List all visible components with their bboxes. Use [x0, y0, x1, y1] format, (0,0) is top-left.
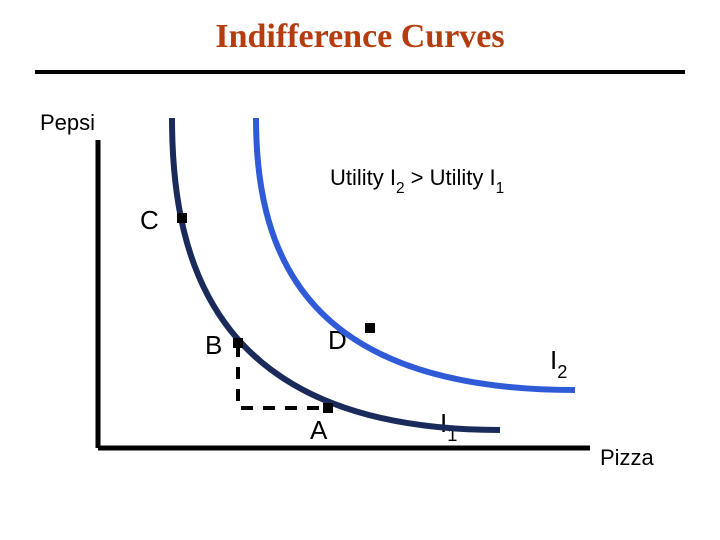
chart-canvas [0, 0, 720, 540]
point-d [365, 323, 375, 333]
point-c [177, 213, 187, 223]
point-b [233, 338, 243, 348]
point-a [323, 403, 333, 413]
curve-i1 [172, 118, 500, 430]
curve-i2 [256, 118, 575, 390]
